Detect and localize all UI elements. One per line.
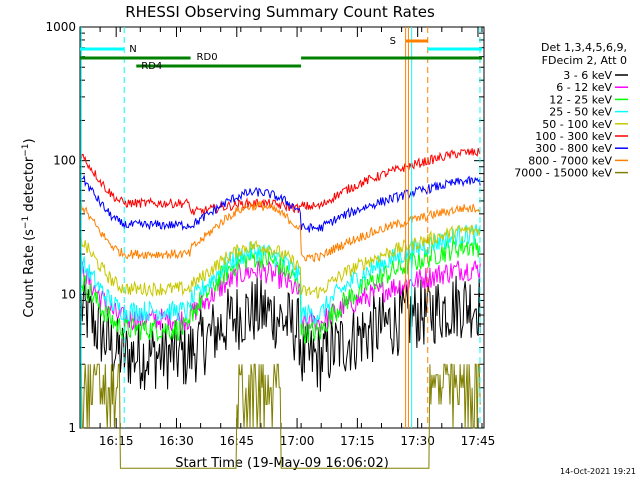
series-line-6	[80, 175, 481, 233]
legend-header-line-2: FDecim 2, Att 0	[542, 54, 627, 67]
y-axis-label-end: )	[22, 138, 37, 143]
series-line-0	[80, 275, 481, 392]
x-tick-label: 16:30	[159, 434, 194, 448]
chart-title: RHESSI Observing Summary Count Rates	[125, 3, 435, 21]
legend-label-8: 7000 - 15000 keV	[514, 167, 612, 180]
legend-label-7: 800 - 7000 keV	[528, 154, 612, 167]
x-tick-label: 17:15	[340, 434, 375, 448]
x-tick-label: 17:30	[400, 434, 435, 448]
saa-flag-label: S	[390, 36, 396, 47]
legend-header-line-1: Det 1,3,4,5,6,9,	[541, 41, 627, 54]
y-tick-label: 10	[61, 287, 76, 301]
x-tick-label: 17:00	[280, 434, 315, 448]
series-line-2	[80, 236, 481, 344]
y-axis-label-sup: −1	[21, 216, 31, 229]
legend: Det 1,3,4,5,6,9, FDecim 2, Att 0 3 - 6 k…	[514, 41, 628, 180]
generation-timestamp: 14-Oct-2021 19:21	[560, 467, 636, 476]
legend-label-3: 25 - 50 keV	[549, 106, 612, 119]
legend-label-5: 100 - 300 keV	[535, 130, 612, 143]
night-flag-label: N	[129, 44, 136, 55]
series-line-8	[80, 363, 481, 469]
series-line-7	[80, 200, 481, 263]
legend-label-0: 3 - 6 keV	[563, 69, 612, 82]
rd4-flag-label: RD4	[141, 61, 162, 72]
y-axis-label-mid: detector	[22, 156, 37, 216]
legend-label-2: 12 - 25 keV	[549, 93, 612, 106]
x-tick-label: 16:15	[99, 434, 134, 448]
series-line-5	[80, 147, 481, 216]
y-tick-label: 1000	[45, 20, 76, 34]
legend-label-6: 300 - 800 keV	[535, 142, 612, 155]
x-axis-label: Start Time (19-May-09 16:06:02)	[175, 456, 389, 471]
legend-label-4: 50 - 100 keV	[542, 118, 612, 131]
rd0-flag-label: RD0	[197, 52, 218, 63]
series-line-1	[80, 260, 481, 333]
y-tick-label: 100	[53, 154, 76, 168]
plot-frame	[79, 26, 485, 429]
y-axis-label-sup2: −1	[21, 143, 31, 156]
y-axis-label: Count Rate (s−1 detector−1)	[21, 138, 37, 317]
y-axis-label-main: Count Rate (s	[22, 229, 37, 318]
legend-label-1: 6 - 12 keV	[556, 81, 612, 94]
series-line-4	[80, 224, 481, 300]
x-tick-label: 17:45	[461, 434, 496, 448]
y-tick-label: 1	[68, 421, 76, 435]
